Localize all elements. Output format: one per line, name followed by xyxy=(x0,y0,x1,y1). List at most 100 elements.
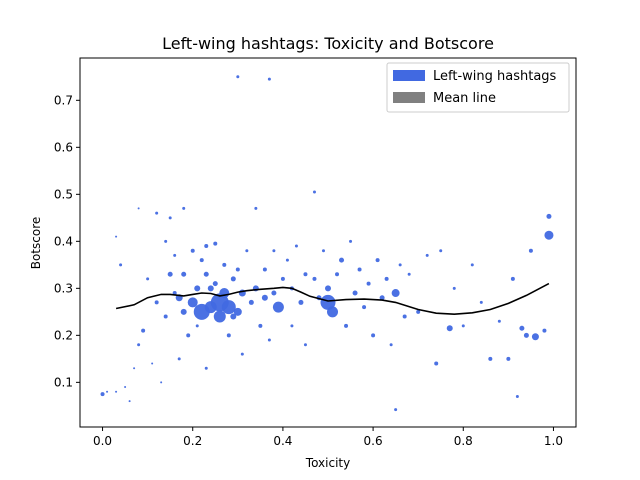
data-point xyxy=(303,343,307,347)
x-tick-label: 0.6 xyxy=(364,434,383,448)
data-point xyxy=(168,216,172,220)
y-tick-label: 0.7 xyxy=(54,93,73,107)
data-point xyxy=(542,328,547,333)
y-tick-label: 0.2 xyxy=(54,328,73,342)
data-point xyxy=(204,366,208,370)
data-point xyxy=(261,294,268,301)
data-point xyxy=(439,249,443,253)
data-point xyxy=(213,310,226,323)
mean-line-layer xyxy=(115,282,550,316)
data-point xyxy=(352,290,358,296)
data-point xyxy=(320,294,336,310)
data-point xyxy=(272,301,284,313)
x-tick-label: 0.0 xyxy=(93,434,112,448)
data-point xyxy=(155,211,159,215)
data-point xyxy=(285,258,289,262)
data-point xyxy=(298,299,304,305)
data-point xyxy=(510,276,515,281)
data-point xyxy=(212,281,218,287)
data-point xyxy=(230,313,237,320)
data-point xyxy=(124,386,127,389)
data-point xyxy=(262,267,267,272)
data-point xyxy=(207,285,214,292)
data-point xyxy=(312,276,317,281)
legend-swatch-mean-line xyxy=(393,92,425,103)
data-point xyxy=(119,263,123,267)
data-point xyxy=(335,272,340,277)
data-point xyxy=(221,300,236,315)
data-point xyxy=(321,249,325,253)
data-point xyxy=(366,281,371,286)
data-point xyxy=(312,190,316,194)
data-point xyxy=(128,400,131,403)
data-point xyxy=(416,309,421,314)
data-point xyxy=(488,356,493,361)
data-point xyxy=(425,253,429,257)
y-tick-label: 0.5 xyxy=(54,187,73,201)
plot-frame xyxy=(79,57,577,428)
data-point xyxy=(531,333,539,341)
data-point xyxy=(164,239,168,243)
data-point xyxy=(186,333,191,338)
y-tick-label: 0.3 xyxy=(54,281,73,295)
data-point xyxy=(137,343,141,347)
data-point xyxy=(344,323,349,328)
data-point xyxy=(154,300,159,305)
data-point xyxy=(407,272,411,276)
data-point xyxy=(339,257,345,263)
data-point xyxy=(470,263,474,267)
data-point xyxy=(398,263,402,267)
data-point xyxy=(294,244,298,248)
legend-label-left-wing-hashtags: Left-wing hashtags xyxy=(433,69,557,84)
data-point xyxy=(280,276,285,281)
data-point xyxy=(182,206,186,210)
data-point xyxy=(461,324,465,328)
data-point xyxy=(546,213,552,219)
data-point xyxy=(177,357,181,361)
x-tick-label: 0.8 xyxy=(454,434,473,448)
data-point xyxy=(258,323,263,328)
data-point xyxy=(160,381,163,384)
plot-area xyxy=(80,58,576,427)
data-point xyxy=(384,276,389,281)
legend-label-mean-line: Mean line xyxy=(433,91,496,106)
legend-box xyxy=(386,62,570,113)
data-point xyxy=(141,328,146,333)
data-point xyxy=(394,408,398,412)
data-point xyxy=(506,356,511,361)
data-point xyxy=(173,253,177,257)
data-point xyxy=(497,319,501,323)
y-tick-label: 0.6 xyxy=(54,140,73,154)
data-point xyxy=(204,244,209,249)
data-point xyxy=(163,314,168,319)
y-axis-label: Botscore xyxy=(29,217,43,270)
data-point xyxy=(523,332,529,338)
data-point xyxy=(203,271,209,277)
data-point xyxy=(187,297,198,308)
data-point xyxy=(195,324,199,328)
data-point xyxy=(391,289,400,298)
x-tick-label: 1.0 xyxy=(544,434,563,448)
x-tick-label: 0.4 xyxy=(273,434,292,448)
data-point xyxy=(272,249,276,253)
data-point xyxy=(357,267,362,272)
data-point xyxy=(245,249,249,253)
data-point xyxy=(267,77,271,81)
mean-line xyxy=(115,282,550,316)
data-point xyxy=(379,295,385,301)
data-point xyxy=(146,277,150,281)
data-point xyxy=(222,262,227,267)
y-tick-label: 0.1 xyxy=(54,375,73,389)
data-point xyxy=(230,276,236,282)
data-point xyxy=(194,285,201,292)
data-point xyxy=(528,248,533,253)
x-axis-label: Toxicity xyxy=(305,456,350,470)
data-point xyxy=(226,333,231,338)
data-point xyxy=(362,305,367,310)
legend: Left-wing hashtags Mean line xyxy=(386,62,570,113)
data-point xyxy=(199,258,204,263)
data-point xyxy=(271,290,277,296)
data-point xyxy=(236,75,240,79)
data-point xyxy=(389,343,393,347)
